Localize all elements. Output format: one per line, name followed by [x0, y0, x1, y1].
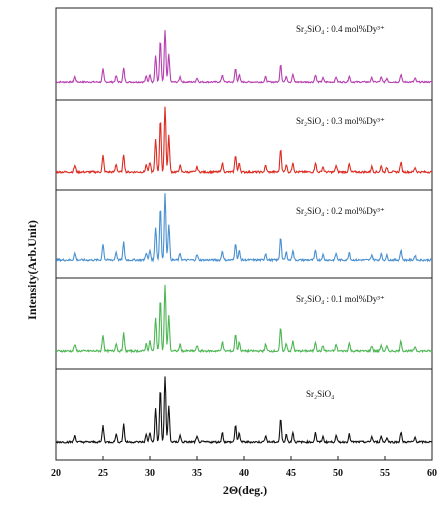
- panel-5: Sr₂SiO₄: [55, 368, 433, 461]
- x-tick-label: 60: [427, 468, 437, 479]
- series-label-4: Sr₂SiO₄ : 0.1 mol%Dy³⁺: [296, 294, 385, 304]
- panel-3: Sr₂SiO₄ : 0.2 mol%Dy³⁺: [55, 189, 433, 279]
- x-tick-label: 40: [239, 468, 249, 479]
- panel-frame: [55, 277, 433, 370]
- x-tick-label: 20: [51, 468, 61, 479]
- series-line-4: [55, 284, 433, 354]
- x-tick-label: 50: [333, 468, 343, 479]
- series-label-3: Sr₂SiO₄ : 0.2 mol%Dy³⁺: [296, 206, 385, 216]
- panel-1: Sr₂SiO₄ : 0.4 mol%Dy³⁺: [55, 7, 433, 101]
- series-line-5: [55, 376, 433, 445]
- panel-frame: [55, 99, 433, 191]
- series-line-1: [55, 30, 433, 84]
- panel-4: Sr₂SiO₄ : 0.1 mol%Dy³⁺: [55, 277, 433, 370]
- x-tick-label: 45: [286, 468, 296, 479]
- x-tick-label: 30: [145, 468, 155, 479]
- series-label-5: Sr₂SiO₄: [306, 389, 334, 399]
- series-label-1: Sr₂SiO₄ : 0.4 mol%Dy³⁺: [296, 24, 385, 34]
- panel-frame: [55, 368, 433, 461]
- series-line-2: [55, 106, 433, 175]
- x-tick-label: 55: [380, 468, 390, 479]
- series-label-2: Sr₂SiO₄ : 0.3 mol%Dy³⁺: [296, 116, 385, 126]
- x-tick-label: 25: [98, 468, 108, 479]
- panel-2: Sr₂SiO₄ : 0.3 mol%Dy³⁺: [55, 99, 433, 191]
- x-tick-label: 35: [192, 468, 202, 479]
- y-axis-label: Intensity(Arb.Unit): [25, 220, 39, 320]
- x-axis-label: 2Θ(deg.): [223, 483, 267, 497]
- panel-frame: [55, 7, 433, 101]
- panel-frame: [55, 189, 433, 279]
- series-line-3: [55, 193, 432, 263]
